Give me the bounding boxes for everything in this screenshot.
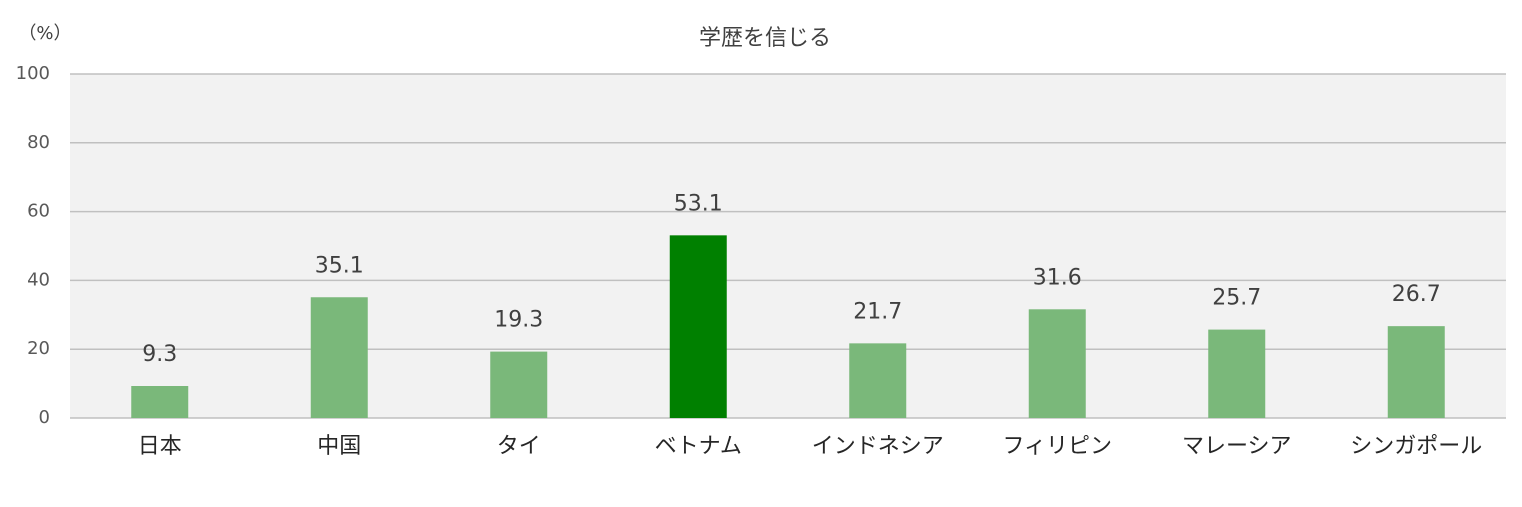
data-label: 21.7 xyxy=(853,299,902,324)
data-label: 53.1 xyxy=(674,191,723,216)
x-tick-label: タイ xyxy=(497,434,541,459)
data-label: 31.6 xyxy=(1033,265,1082,290)
bar xyxy=(131,386,189,418)
data-label: 35.1 xyxy=(315,253,364,278)
x-tick-label: 日本 xyxy=(138,434,182,459)
x-tick-label: 中国 xyxy=(317,434,361,459)
x-tick-label: シンガポール xyxy=(1350,434,1482,459)
x-tick-label: マレーシア xyxy=(1182,434,1292,459)
y-tick-label: 100 xyxy=(16,63,50,84)
data-label: 25.7 xyxy=(1212,286,1261,311)
bar xyxy=(1028,309,1086,418)
y-tick-label: 60 xyxy=(27,201,50,222)
data-label: 19.3 xyxy=(494,308,543,333)
bar xyxy=(310,297,368,418)
plot-area xyxy=(70,74,1506,418)
y-tick-label: 80 xyxy=(27,132,50,153)
bar xyxy=(669,235,727,418)
y-tick-label: 20 xyxy=(27,338,50,359)
y-tick-label: 40 xyxy=(27,269,50,290)
data-label: 26.7 xyxy=(1392,282,1441,307)
y-tick-label: 0 xyxy=(39,407,50,428)
bar xyxy=(849,343,907,418)
x-tick-label: ベトナム xyxy=(655,434,742,459)
data-label: 9.3 xyxy=(142,342,177,367)
chart-title: 学歴を信じる xyxy=(699,26,831,51)
y-axis-label: （%） xyxy=(18,23,71,44)
bar xyxy=(490,351,548,418)
bar xyxy=(1387,326,1445,418)
x-tick-label: インドネシア xyxy=(812,434,944,459)
bar xyxy=(1208,329,1266,418)
x-tick-label: フィリピン xyxy=(1002,434,1112,459)
